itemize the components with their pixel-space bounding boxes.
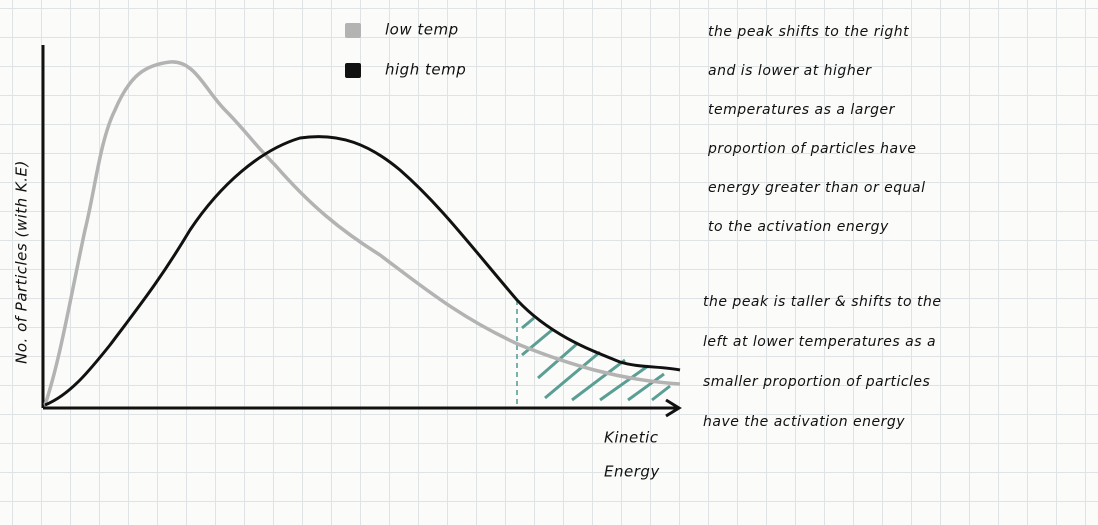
note-line: energy greater than or equal: [708, 180, 926, 196]
x-axis-label-line: Kinetic: [604, 429, 659, 447]
note-line: to the activation energy: [708, 219, 889, 235]
note-line: the peak shifts to the right: [708, 24, 909, 40]
x-axis-label-line: Energy: [604, 463, 660, 481]
high-temp-curve: [44, 135, 681, 407]
note-line: the peak is taller & shifts to the: [703, 294, 941, 310]
legend-label-low: low temp: [385, 21, 459, 39]
note-line: proportion of particles have: [707, 141, 917, 157]
legend-swatch-high: [345, 63, 361, 78]
y-axis-label: No. of Particles (with K.E): [13, 160, 31, 364]
note-line: have the activation energy: [703, 414, 905, 430]
note-line: smaller proportion of particles: [703, 374, 930, 390]
legend-label-high: high temp: [385, 61, 466, 79]
note-line: temperatures as a larger: [708, 102, 896, 118]
note-line: left at lower temperatures as a: [703, 334, 936, 350]
note-line: and is lower at higher: [708, 63, 872, 79]
x-axis-arrow: [665, 398, 682, 418]
hatched-area: [521, 316, 671, 402]
legend-swatch-low: [345, 23, 361, 38]
low-temp-curve: [43, 60, 681, 406]
